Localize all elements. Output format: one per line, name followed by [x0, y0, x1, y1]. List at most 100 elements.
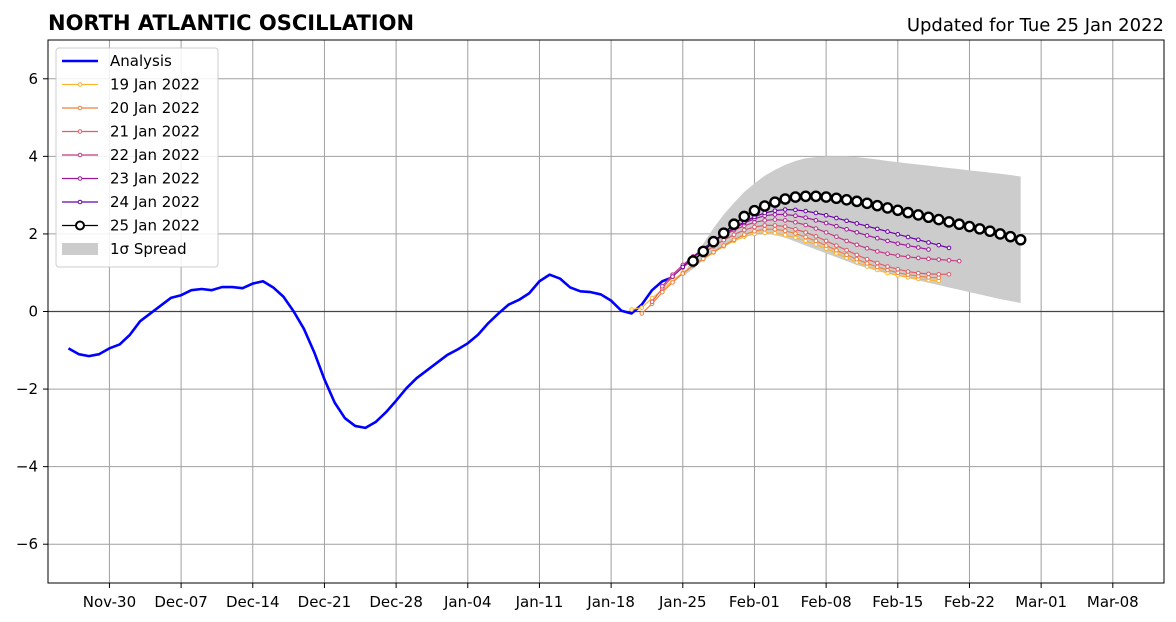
forecast-point — [926, 247, 931, 252]
spread-band — [682, 156, 1021, 303]
forecast-point — [813, 210, 819, 216]
forecast-point — [721, 243, 727, 248]
forecast-point — [772, 226, 778, 232]
forecast-point — [813, 226, 819, 231]
forecast-point — [782, 218, 788, 223]
x-tick-label: Jan-04 — [443, 593, 492, 611]
x-tick-label: Feb-22 — [944, 593, 995, 611]
legend-label-forecast: 20 Jan 2022 — [110, 99, 200, 117]
forecast-point — [1014, 233, 1027, 246]
forecast-point — [670, 280, 675, 285]
forecast-point — [834, 215, 839, 221]
forecast-point — [779, 193, 791, 205]
forecast-point — [905, 254, 911, 260]
legend: Analysis 19 Jan 2022 20 Jan 2022 21 Jan 202… — [55, 47, 219, 268]
legend-swatch-marker — [75, 220, 85, 231]
forecast-point — [885, 229, 890, 234]
forecast-point — [864, 256, 870, 262]
forecast-point — [803, 230, 808, 235]
forecast-point — [697, 245, 710, 258]
forecast-point — [854, 242, 860, 248]
legend-swatch-marker — [77, 152, 83, 158]
forecast-point — [881, 202, 894, 214]
forecast-point — [680, 271, 686, 276]
forecast-series — [687, 190, 1027, 267]
forecast-point — [844, 226, 849, 232]
forecast-point — [823, 220, 829, 226]
legend-label-spread: 1σ Spread — [110, 240, 187, 258]
legend-label-forecast: 22 Jan 2022 — [110, 146, 200, 164]
forecast-point — [936, 271, 942, 277]
forecast-point — [741, 227, 747, 233]
forecast-point — [875, 260, 880, 266]
forecast-point — [823, 243, 829, 248]
forecast-point — [891, 204, 904, 217]
forecast-point — [748, 204, 761, 217]
spread-layer — [682, 156, 1021, 303]
forecast-point — [875, 264, 880, 270]
forecast-point — [875, 249, 880, 254]
forecast-point — [772, 230, 778, 236]
x-tick-label: Mar-08 — [1087, 593, 1139, 611]
forecast-point — [963, 220, 976, 233]
forecast-point — [834, 234, 839, 239]
plot-area — [48, 156, 1164, 430]
forecast-point — [799, 190, 812, 203]
forecast-point — [793, 231, 798, 236]
forecast-point — [864, 233, 870, 238]
updated-date-label: Updated for Tue 25 Jan 2022 — [907, 15, 1164, 36]
forecast-point — [711, 249, 716, 255]
legend-swatch-spread — [62, 243, 98, 255]
y-tick-label: 0 — [28, 303, 38, 321]
forecast-point — [844, 252, 849, 258]
forecast-point — [813, 238, 819, 244]
forecast-point — [717, 227, 730, 239]
legend-swatch-marker — [77, 199, 83, 205]
forecast-point — [956, 258, 962, 264]
forecast-point — [731, 232, 737, 238]
forecast-point — [915, 270, 921, 276]
forecast-point — [823, 213, 829, 218]
forecast-point — [789, 191, 802, 203]
forecast-point — [782, 212, 788, 217]
forecast-point — [854, 252, 860, 258]
forecast-point — [813, 218, 819, 223]
forecast-point — [752, 228, 757, 234]
forecast-point — [926, 271, 931, 277]
y-tick-label: 4 — [28, 147, 38, 165]
forecast-point — [738, 210, 751, 223]
legend-label-analysis: Analysis — [110, 52, 172, 70]
forecast-point — [707, 235, 720, 248]
forecast-point — [834, 243, 839, 248]
x-tick-label: Feb-08 — [801, 593, 852, 611]
forecast-point — [782, 224, 788, 229]
forecast-point — [762, 218, 767, 223]
forecast-point — [854, 256, 860, 262]
forecast-point — [782, 228, 788, 234]
forecast-point — [840, 193, 853, 206]
x-tick-label: Jan-25 — [658, 593, 707, 611]
forecast-point — [769, 196, 781, 208]
forecast-point — [905, 243, 911, 248]
legend-swatch-marker — [77, 176, 83, 181]
forecast-point — [885, 251, 890, 257]
forecast-point — [926, 240, 931, 245]
forecast-point — [953, 218, 966, 231]
y-axis: −6 −4 −2 0 2 4 6 — [16, 70, 48, 553]
forecast-point — [936, 242, 942, 248]
forecast-point — [803, 238, 808, 244]
legend-box — [55, 47, 219, 268]
y-tick-label: −2 — [16, 380, 38, 398]
x-tick-label: Feb-15 — [872, 593, 923, 611]
y-tick-label: 2 — [28, 225, 38, 243]
forecast-point — [758, 200, 771, 212]
forecast-point — [861, 197, 873, 210]
legend-label-forecast: 24 Jan 2022 — [110, 193, 200, 211]
x-tick-label: Feb-01 — [729, 593, 780, 611]
legend-label-forecast: 21 Jan 2022 — [110, 123, 200, 141]
forecast-point — [670, 274, 675, 279]
forecast-point — [803, 234, 808, 240]
forecast-point — [1004, 230, 1017, 243]
forecast-point — [793, 207, 798, 213]
forecast-point — [660, 283, 665, 289]
